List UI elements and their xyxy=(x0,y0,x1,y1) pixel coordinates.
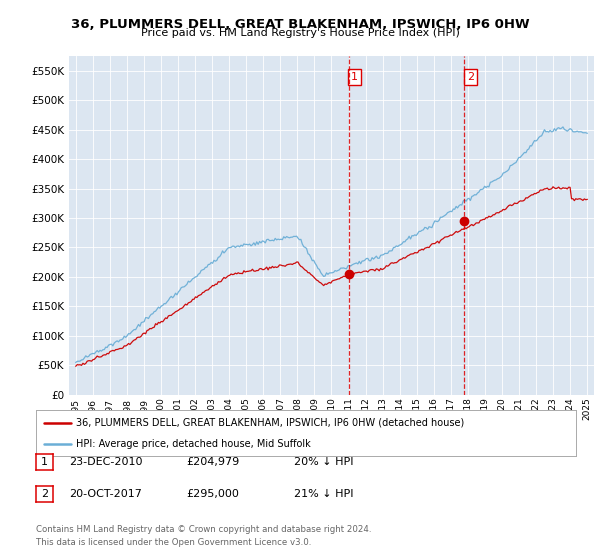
Text: 1: 1 xyxy=(41,457,48,467)
Text: £295,000: £295,000 xyxy=(186,489,239,499)
Text: £204,979: £204,979 xyxy=(186,457,239,467)
Text: 2: 2 xyxy=(41,489,48,499)
Text: 20-OCT-2017: 20-OCT-2017 xyxy=(69,489,142,499)
Text: 21% ↓ HPI: 21% ↓ HPI xyxy=(294,489,353,499)
Text: HPI: Average price, detached house, Mid Suffolk: HPI: Average price, detached house, Mid … xyxy=(77,439,311,449)
Text: 20% ↓ HPI: 20% ↓ HPI xyxy=(294,457,353,467)
Text: Price paid vs. HM Land Registry's House Price Index (HPI): Price paid vs. HM Land Registry's House … xyxy=(140,28,460,38)
Text: 36, PLUMMERS DELL, GREAT BLAKENHAM, IPSWICH, IP6 0HW (detached house): 36, PLUMMERS DELL, GREAT BLAKENHAM, IPSW… xyxy=(77,418,465,428)
Text: 2: 2 xyxy=(467,72,474,82)
Text: Contains HM Land Registry data © Crown copyright and database right 2024.
This d: Contains HM Land Registry data © Crown c… xyxy=(36,525,371,547)
Text: 1: 1 xyxy=(351,72,358,82)
Text: 36, PLUMMERS DELL, GREAT BLAKENHAM, IPSWICH, IP6 0HW: 36, PLUMMERS DELL, GREAT BLAKENHAM, IPSW… xyxy=(71,18,529,31)
Text: 23-DEC-2010: 23-DEC-2010 xyxy=(69,457,143,467)
